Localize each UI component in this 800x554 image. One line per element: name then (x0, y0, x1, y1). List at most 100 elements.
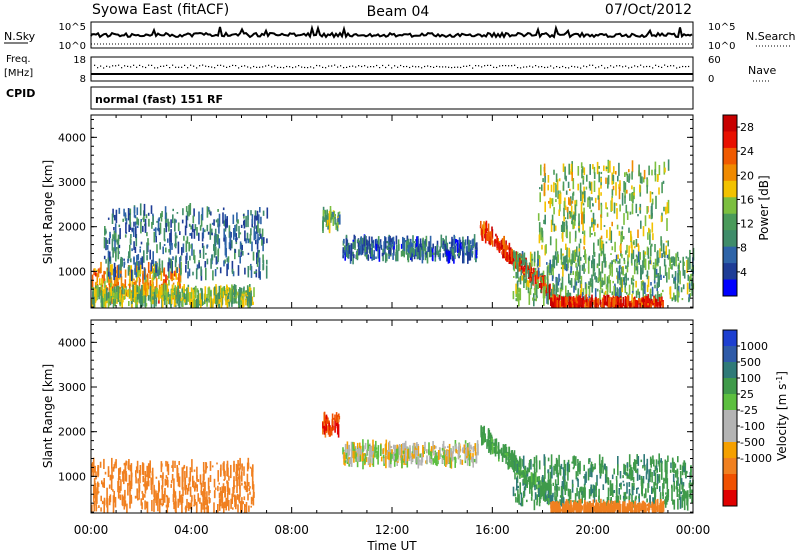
heatmap-cell (123, 469, 125, 481)
heatmap-cell (598, 255, 600, 266)
heatmap-cell (646, 184, 648, 194)
heatmap-cell (578, 256, 581, 266)
heatmap-cell (205, 507, 207, 510)
heatmap-cell (161, 211, 163, 217)
heatmap-cell (598, 454, 601, 466)
heatmap-cell (201, 207, 204, 221)
heatmap-cell (589, 226, 591, 238)
heatmap-cell (148, 471, 151, 479)
heatmap-cell (532, 274, 534, 285)
heatmap-cell (345, 452, 348, 459)
heatmap-cell (418, 243, 421, 252)
heatmap-cell (413, 253, 416, 260)
heatmap-cell (231, 260, 234, 273)
heatmap-cell (464, 252, 467, 256)
heatmap-cell (589, 197, 591, 209)
heatmap-cell (416, 248, 418, 256)
heatmap-cell (196, 466, 198, 479)
heatmap-cell (155, 476, 158, 479)
heatmap-cell (624, 469, 626, 475)
heatmap-cell (147, 212, 150, 216)
heatmap-cell (604, 474, 607, 484)
nave-dot (262, 66, 264, 68)
heatmap-cell (114, 299, 117, 304)
heatmap-cell (411, 249, 413, 262)
heatmap-cell (421, 453, 423, 466)
heatmap-cell (601, 299, 604, 308)
heatmap-cell (631, 160, 634, 173)
heatmap-cell (171, 242, 173, 250)
heatmap-cell (145, 287, 147, 297)
heatmap-cell (345, 238, 348, 246)
heatmap-cell (540, 273, 542, 276)
heatmap-cell (654, 487, 657, 498)
heatmap-cell (620, 235, 622, 244)
heatmap-cell (228, 475, 230, 481)
nave-dot (481, 66, 483, 68)
heatmap-cell (521, 254, 524, 266)
heatmap-cell (451, 451, 454, 462)
nave-dot (676, 67, 678, 69)
heatmap-cell (585, 298, 588, 306)
heatmap-cell (425, 252, 427, 255)
heatmap-cell (416, 449, 419, 455)
heatmap-cell (552, 298, 554, 303)
heatmap-cell (343, 452, 345, 465)
heatmap-cell (169, 259, 171, 269)
heatmap-cell (636, 469, 639, 474)
heatmap-cell (507, 247, 510, 250)
heatmap-cell (160, 215, 163, 222)
heatmap-cell (666, 272, 668, 283)
heatmap-cell (104, 228, 107, 235)
heatmap-cell (94, 485, 97, 488)
heatmap-cell (158, 480, 160, 493)
heatmap-cell (454, 242, 456, 253)
heatmap-cell (367, 439, 369, 451)
heatmap-cell (483, 221, 485, 234)
nave-dot (478, 65, 480, 67)
heatmap-cell (122, 218, 124, 222)
heatmap-cell (113, 247, 115, 254)
heatmap-cell (572, 193, 574, 201)
heatmap-cell (416, 236, 418, 246)
heatmap-cell (189, 293, 191, 306)
heatmap-cell (119, 468, 121, 475)
heatmap-cell (172, 208, 174, 212)
heatmap-cell (611, 298, 613, 306)
heatmap-cell (149, 280, 152, 292)
heatmap-cell (239, 485, 241, 497)
heatmap-cell (653, 270, 656, 281)
heatmap-cell (664, 478, 666, 482)
heatmap-cell (669, 266, 672, 269)
heatmap-cell (113, 262, 116, 272)
heatmap-cell (410, 246, 413, 253)
heatmap-cell (519, 482, 521, 495)
nave-dot (640, 64, 642, 66)
heatmap-cell (112, 505, 115, 513)
nave-dot (388, 64, 390, 66)
heatmap-cell (517, 468, 519, 472)
heatmap-cell (365, 236, 367, 246)
heatmap-cell (524, 482, 527, 491)
heatmap-cell (152, 251, 154, 265)
heatmap-cell (244, 230, 246, 242)
heatmap-cell (522, 455, 525, 469)
heatmap-cell (435, 445, 437, 449)
heatmap-cell (564, 479, 566, 492)
heatmap-cell (184, 477, 187, 488)
heatmap-cell (193, 504, 195, 507)
heatmap-cell (651, 203, 653, 217)
heatmap-cell (338, 413, 340, 420)
heatmap-cell (538, 255, 541, 259)
heatmap-cell (170, 219, 172, 228)
heatmap-cell (540, 287, 543, 290)
heatmap-cell (658, 474, 661, 483)
heatmap-cell (101, 299, 103, 308)
heatmap-cell (108, 237, 111, 245)
heatmap-cell (682, 482, 685, 487)
heatmap-cell (454, 456, 456, 468)
heatmap-cell (365, 449, 368, 455)
heatmap-cell (601, 261, 604, 274)
heatmap-cell (236, 237, 238, 241)
heatmap-cell (432, 458, 435, 465)
